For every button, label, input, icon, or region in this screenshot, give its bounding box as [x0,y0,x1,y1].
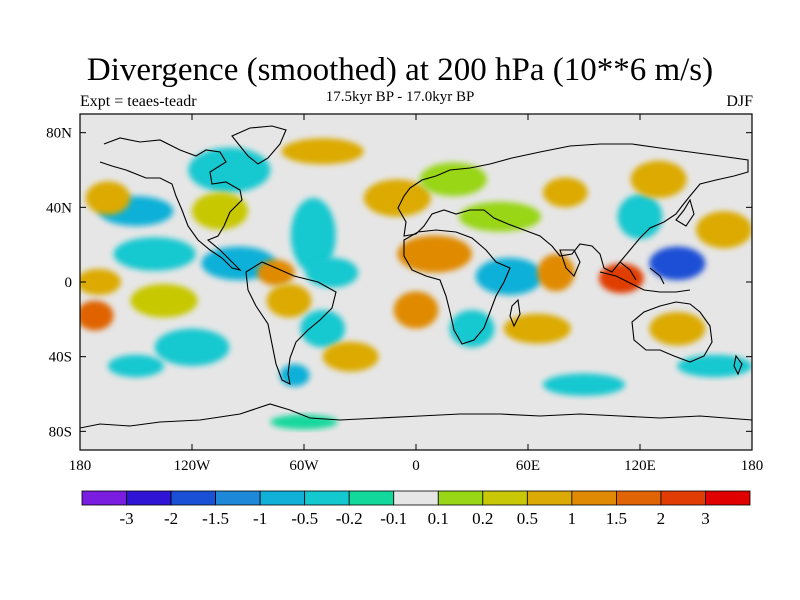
colorbar-swatch-10 [526,490,573,506]
coastline-greenland [231,125,287,165]
x-tick-label: 60E [516,458,540,474]
field-blob-18 [270,414,338,430]
colorbar-swatch-2 [170,490,216,506]
colorbar-swatch-0 [81,490,127,506]
coastline-europe-asia [397,143,749,273]
colorbar-label: 1.5 [606,509,627,528]
coastline-north-america [99,137,243,272]
coastline-new-zealand [733,354,743,376]
colorbar-label: -2 [164,509,178,528]
x-tick-label: 60W [289,458,319,474]
field-blob-22 [397,235,472,273]
field-blob-35 [649,311,706,346]
coastline-africa [403,229,511,345]
field-blob-36 [677,354,752,378]
colorbar-label: 0.5 [517,509,538,528]
field-blob-6 [154,328,230,367]
colorbar-label: -0.5 [291,509,318,528]
colorbar-swatch-1 [126,490,172,506]
field-blob-11 [257,259,295,286]
experiment-label: Expt = teaes-teadr [80,93,197,110]
field-blob-8 [188,147,271,193]
colorbar-label: -1 [253,509,267,528]
field-blob-33 [649,246,706,281]
colorbar-swatch-14 [705,490,751,506]
field-blob-23 [393,291,439,329]
field-blob-10 [201,246,276,281]
colorbar: -3 -2 -1.5 -1 -0.5 -0.2 -0.1 0.1 0.2 0.5 1 1.5 2 3 [81,490,751,528]
colorbar-swatch-13 [660,490,706,506]
colorbar-label: 0.1 [428,509,449,528]
field-blob-26 [458,201,542,232]
chart-title: Divergence (smoothed) at 200 hPa (10**6 … [86,52,714,88]
colorbar-swatch-11 [571,490,617,506]
y-tick-label: 0 [65,275,73,291]
field-blob-4 [80,300,114,331]
field-blob-29 [503,313,571,344]
coastline-indian-peninsula [559,249,581,277]
x-tick-label: 0 [412,458,420,474]
colorbar-label: -0.2 [336,509,363,528]
field-blob-25 [475,257,543,296]
colorbar-label: -3 [119,509,133,528]
x-tick-label: 180 [69,458,92,474]
field-blob-7 [108,354,164,378]
colorbar-label: -1.5 [202,509,229,528]
field-blob-16 [322,341,379,372]
y-tick-label: 40S [49,350,72,366]
field-blob-20 [363,179,431,217]
coastline-madagascar [509,298,521,328]
field-blob-15 [300,310,346,348]
field-blob-28 [537,253,575,292]
field-blob-0 [113,237,196,271]
chart-subtitle: 17.5kyr BP - 17.0kyr BP [325,89,475,105]
colorbar-swatch-6 [348,490,395,506]
field-blob-30 [542,373,626,396]
colorbar-swatch-3 [215,490,261,506]
x-tick-label: 120E [624,458,656,474]
field-blob-14 [305,257,359,288]
field-blob-12 [266,283,312,318]
y-axis: 80N 40N 0 40S 80S [46,126,752,440]
field-blob-21 [419,162,487,197]
field-blob-19 [281,138,364,165]
colorbar-swatch-5 [304,490,350,506]
coastlines [80,125,752,429]
field-blob-2 [85,181,131,215]
colorbar-label: 1 [568,509,577,528]
colorbar-label: 3 [701,509,710,528]
coastline-indonesia [599,261,691,293]
x-tick-label: 180 [741,458,764,474]
divergence-field [80,138,752,430]
field-blob-5 [130,283,198,318]
colorbar-swatch-8 [437,490,484,506]
colorbar-swatch-7 [393,490,439,506]
field-blob-13 [290,198,336,273]
field-blob-32 [617,194,663,240]
field-blob-3 [80,268,122,296]
field-blob-37 [630,160,687,198]
field-blob-9 [192,192,248,230]
x-axis: 180 120W 60W 0 60E 120E 180 [69,114,764,474]
coastline-south-america [245,261,337,385]
colorbar-swatch-12 [616,490,662,506]
colorbar-swatch-9 [482,490,528,506]
coastline-japan [675,198,695,227]
field-blob-17 [279,364,310,387]
field-blob-24 [449,310,495,348]
colorbar-label: 0.2 [472,509,493,528]
y-tick-label: 80S [49,424,72,440]
field-blob-27 [542,177,588,208]
colorbar-label: 2 [657,509,666,528]
x-tick-label: 120W [174,458,212,474]
y-tick-label: 80N [46,126,72,142]
colorbar-swatch-4 [259,490,306,506]
season-label: DJF [726,93,753,110]
colorbar-label: -0.1 [380,509,407,528]
y-tick-label: 40N [46,200,72,216]
coastline-antarctica [80,403,752,429]
field-blob-34 [696,211,752,249]
coastline-australia [631,301,713,363]
